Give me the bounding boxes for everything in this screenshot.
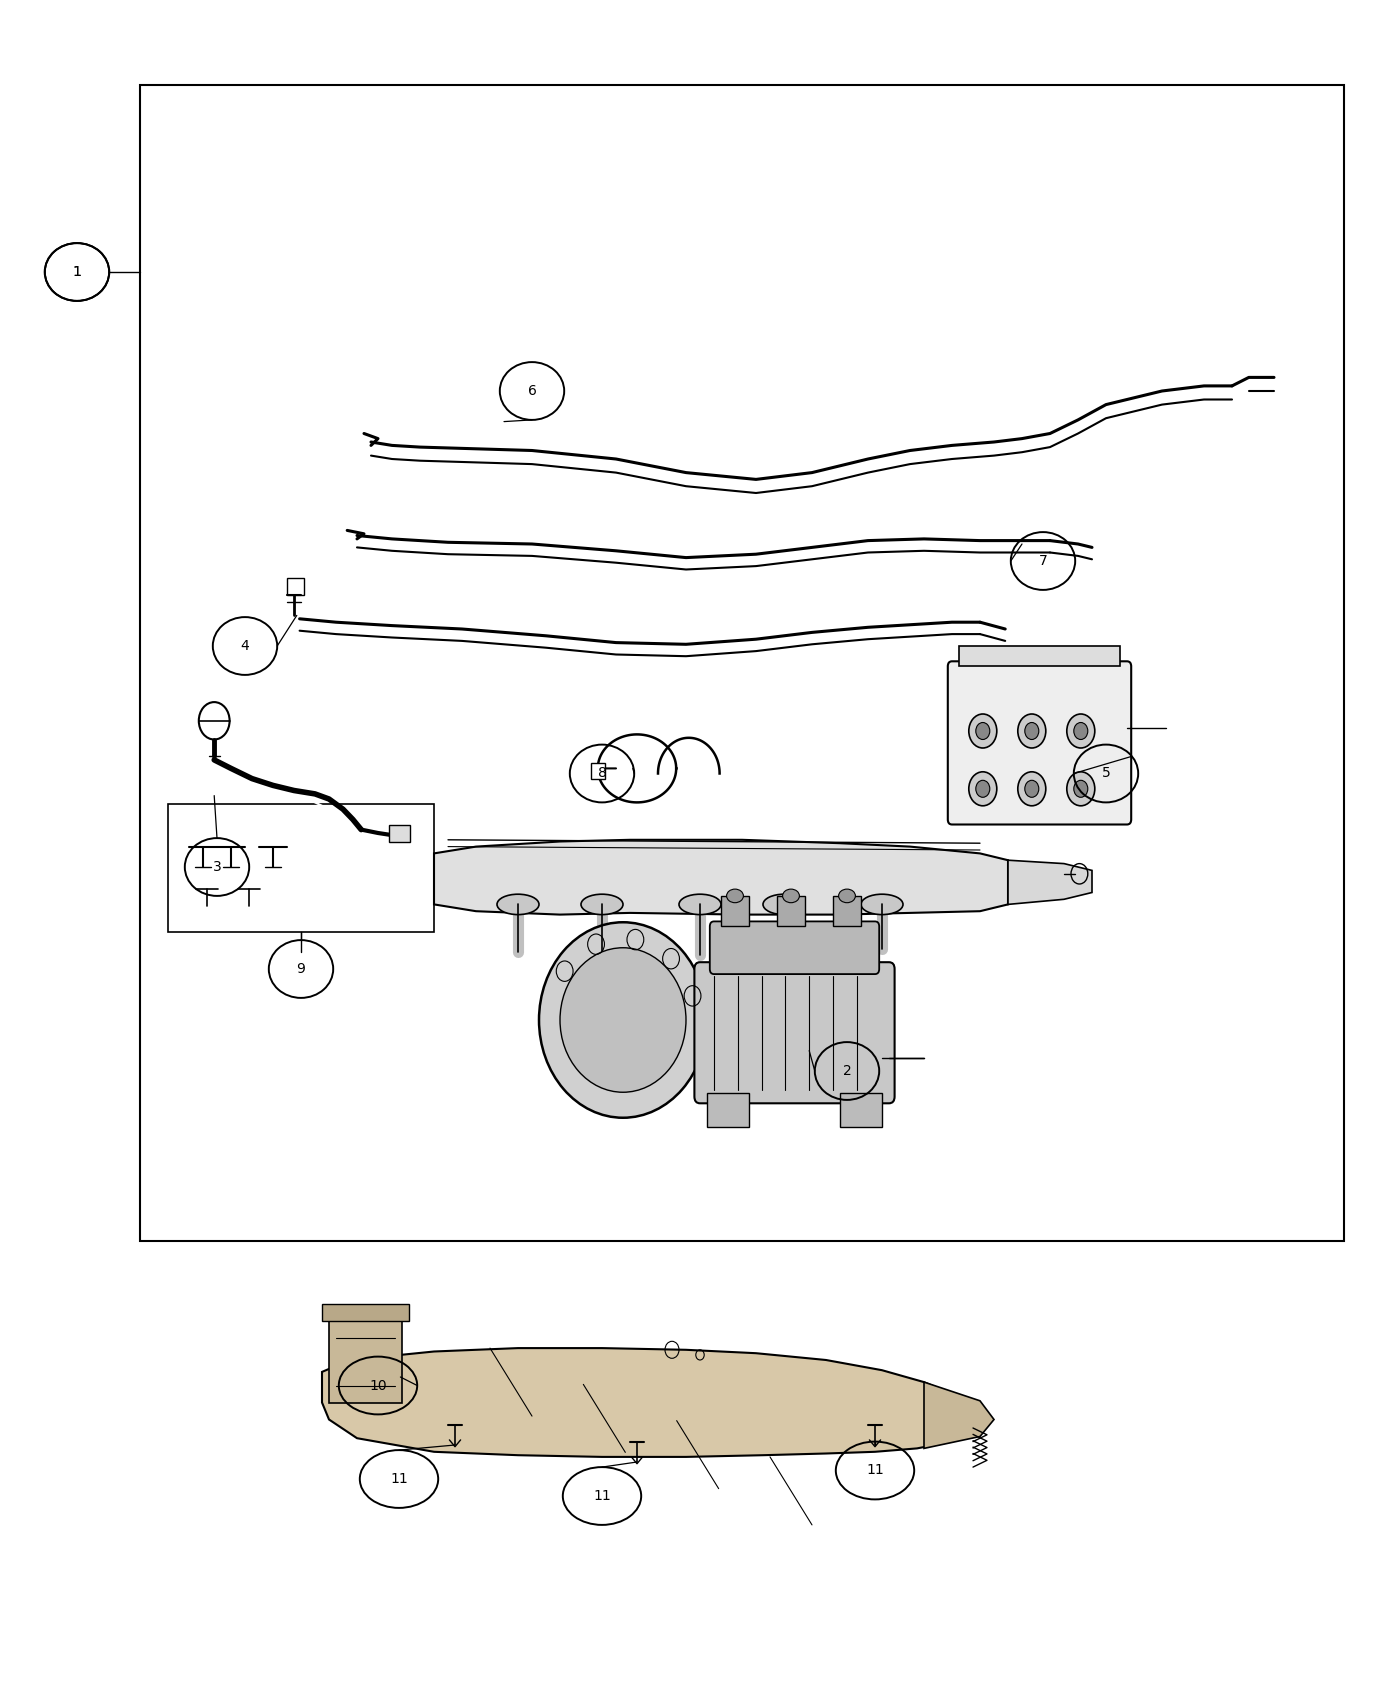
Bar bbox=[329, 1321, 402, 1402]
Text: 4: 4 bbox=[241, 639, 249, 653]
Polygon shape bbox=[1008, 860, 1092, 904]
Circle shape bbox=[1025, 780, 1039, 797]
FancyBboxPatch shape bbox=[694, 962, 895, 1103]
Polygon shape bbox=[924, 1382, 994, 1448]
Circle shape bbox=[969, 772, 997, 806]
Text: 10: 10 bbox=[370, 1379, 386, 1392]
FancyBboxPatch shape bbox=[710, 921, 879, 974]
Ellipse shape bbox=[679, 894, 721, 915]
Bar bbox=[777, 896, 805, 927]
Polygon shape bbox=[322, 1348, 973, 1457]
Circle shape bbox=[1067, 772, 1095, 806]
Bar bbox=[959, 646, 1120, 666]
Circle shape bbox=[969, 714, 997, 748]
Text: 6: 6 bbox=[528, 384, 536, 398]
Bar bbox=[322, 1304, 409, 1321]
Circle shape bbox=[976, 722, 990, 740]
Bar bbox=[591, 763, 605, 779]
Circle shape bbox=[1018, 714, 1046, 748]
Bar bbox=[721, 896, 749, 927]
Ellipse shape bbox=[560, 949, 686, 1093]
Text: 8: 8 bbox=[598, 767, 606, 780]
Polygon shape bbox=[434, 840, 1008, 915]
Bar bbox=[168, 804, 434, 932]
Text: 11: 11 bbox=[391, 1472, 407, 1486]
Text: 1: 1 bbox=[73, 265, 81, 279]
Circle shape bbox=[1074, 722, 1088, 740]
Bar bbox=[840, 1093, 882, 1127]
Circle shape bbox=[1018, 772, 1046, 806]
Text: 9: 9 bbox=[297, 962, 305, 976]
Bar bbox=[287, 578, 304, 595]
Ellipse shape bbox=[539, 921, 707, 1119]
Text: 1: 1 bbox=[73, 265, 81, 279]
Circle shape bbox=[1074, 780, 1088, 797]
Text: 2: 2 bbox=[843, 1064, 851, 1078]
FancyBboxPatch shape bbox=[948, 661, 1131, 824]
Bar bbox=[707, 1093, 749, 1127]
Bar bbox=[389, 824, 410, 842]
Text: 11: 11 bbox=[594, 1489, 610, 1503]
Ellipse shape bbox=[581, 894, 623, 915]
Ellipse shape bbox=[839, 889, 855, 903]
Ellipse shape bbox=[727, 889, 743, 903]
Ellipse shape bbox=[783, 889, 799, 903]
Bar bbox=[140, 85, 1344, 1241]
Circle shape bbox=[1067, 714, 1095, 748]
Ellipse shape bbox=[763, 894, 805, 915]
Text: 5: 5 bbox=[1102, 767, 1110, 780]
Circle shape bbox=[1025, 722, 1039, 740]
Text: 11: 11 bbox=[867, 1464, 883, 1477]
Ellipse shape bbox=[497, 894, 539, 915]
Circle shape bbox=[976, 780, 990, 797]
Bar bbox=[833, 896, 861, 927]
Ellipse shape bbox=[861, 894, 903, 915]
Text: 3: 3 bbox=[213, 860, 221, 874]
Text: 7: 7 bbox=[1039, 554, 1047, 568]
